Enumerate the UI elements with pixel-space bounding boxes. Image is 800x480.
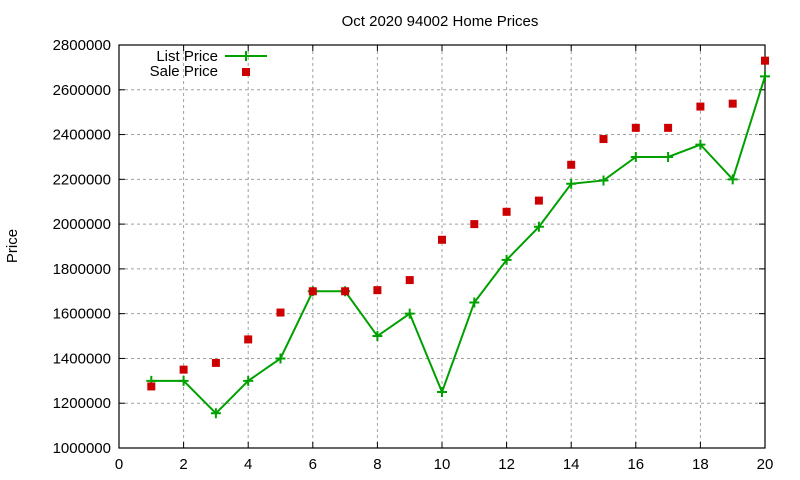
y-tick-label: 2000000: [53, 216, 111, 233]
y-tick-label: 1800000: [53, 261, 111, 278]
plus-marker-icon: [243, 375, 254, 386]
plus-marker-icon: [727, 174, 738, 185]
x-axis-ticks: 0 2 4 6 8 10 12 14 16 18 20: [115, 45, 774, 473]
plus-marker-icon: [598, 175, 609, 186]
y-tick-label: 1000000: [53, 440, 111, 457]
square-marker-icon: [728, 99, 737, 108]
series-sale-price: [147, 56, 769, 391]
legend-item-list-price: List Price: [156, 48, 267, 65]
plus-marker-icon: [275, 353, 286, 364]
square-marker-icon: [534, 196, 543, 205]
legend-label-sale-price: Sale Price: [150, 63, 218, 80]
chart-title: Oct 2020 94002 Home Prices: [342, 13, 539, 30]
legend-label-list-price: List Price: [156, 48, 218, 65]
x-tick-label: 14: [563, 456, 580, 473]
plus-marker-icon: [241, 51, 251, 61]
y-tick-label: 2200000: [53, 171, 111, 188]
y-tick-label: 2600000: [53, 82, 111, 99]
x-tick-label: 16: [627, 456, 644, 473]
square-marker-icon: [761, 56, 769, 65]
square-marker-icon: [244, 335, 253, 344]
square-marker-icon: [373, 286, 382, 295]
square-marker-icon: [567, 160, 576, 169]
plus-marker-icon: [178, 375, 189, 386]
square-marker-icon: [147, 382, 156, 391]
x-tick-label: 0: [115, 456, 123, 473]
square-marker-icon: [631, 123, 640, 132]
x-tick-label: 6: [309, 456, 317, 473]
square-marker-icon: [308, 287, 317, 296]
legend: List Price Sale Price: [150, 48, 267, 80]
y-tick-label: 2800000: [53, 37, 111, 54]
plus-marker-icon: [630, 151, 641, 162]
x-tick-label: 8: [373, 456, 381, 473]
x-tick-label: 12: [498, 456, 515, 473]
square-marker-icon: [341, 287, 350, 296]
x-tick-label: 18: [692, 456, 709, 473]
plus-marker-icon: [533, 221, 544, 232]
plus-marker-icon: [437, 387, 447, 398]
series-list-price: [146, 71, 770, 419]
square-marker-icon: [470, 220, 479, 229]
plus-marker-icon: [695, 139, 706, 150]
square-marker-icon: [599, 135, 608, 144]
plus-marker-icon: [469, 297, 480, 308]
plus-marker-icon: [404, 308, 415, 319]
plus-marker-icon: [372, 331, 383, 342]
plus-marker-icon: [760, 71, 770, 82]
x-tick-label: 10: [434, 456, 451, 473]
series-layer: [146, 56, 770, 419]
square-marker-icon: [502, 207, 511, 216]
legend-item-sale-price: Sale Price: [150, 63, 250, 80]
y-tick-label: 1200000: [53, 395, 111, 412]
square-marker-icon: [405, 276, 414, 285]
plus-marker-icon: [566, 178, 577, 189]
y-tick-label: 2400000: [53, 127, 111, 144]
square-marker-icon: [211, 358, 220, 367]
x-tick-label: 4: [244, 456, 252, 473]
plus-marker-icon: [501, 254, 512, 265]
grid-lines: [119, 45, 765, 448]
x-tick-label: 2: [179, 456, 187, 473]
series-line: [151, 76, 766, 415]
y-tick-label: 1600000: [53, 306, 111, 323]
square-marker-icon: [179, 365, 188, 374]
square-marker-icon: [664, 123, 673, 132]
square-marker-icon: [276, 308, 285, 317]
plus-marker-icon: [663, 151, 674, 162]
y-axis-ticks: 1000000 1200000 1400000 1600000 1800000 20000…: [53, 37, 765, 457]
y-axis-label: Price: [4, 229, 21, 263]
square-marker-icon: [696, 102, 705, 111]
x-tick-label: 20: [757, 456, 774, 473]
square-marker-icon: [242, 68, 250, 76]
square-marker-icon: [438, 235, 446, 244]
plus-marker-icon: [210, 408, 221, 419]
y-tick-label: 1400000: [53, 350, 111, 367]
